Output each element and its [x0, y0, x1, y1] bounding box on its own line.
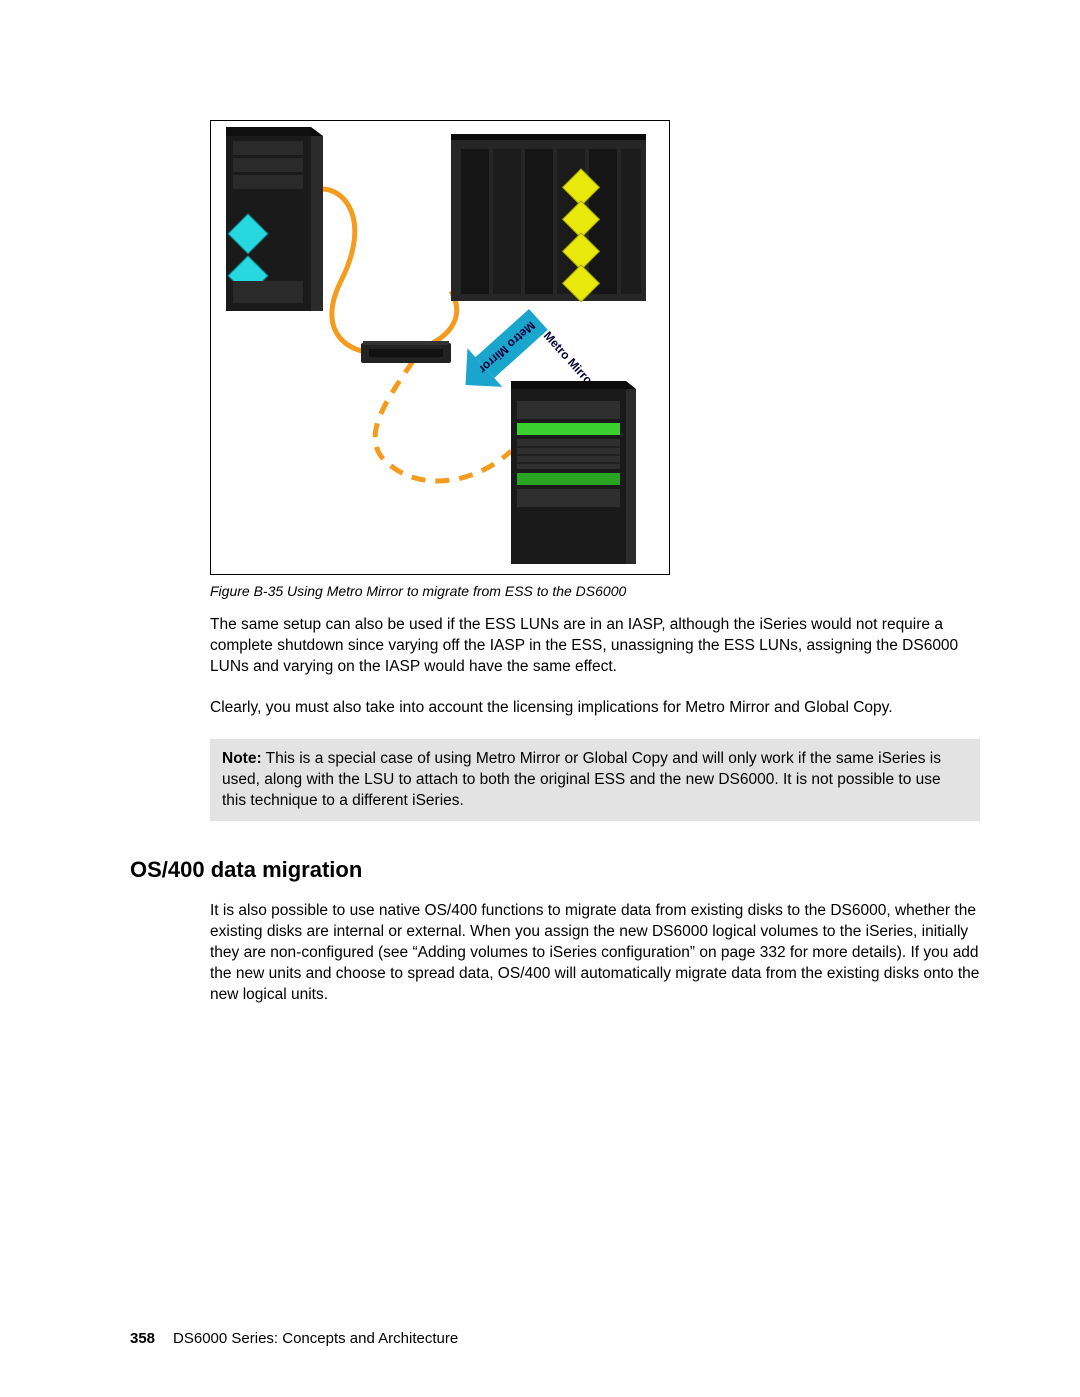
- figure-diagram: Metro Mirror Metro Mirror: [210, 120, 670, 575]
- fibre-switch: [361, 341, 451, 363]
- footer-page-number: 358: [130, 1330, 155, 1347]
- note-body: This is a special case of using Metro Mi…: [222, 750, 941, 809]
- svg-text:Metro Mirror: Metro Mirror: [476, 319, 538, 377]
- body-paragraph-3: It is also possible to use native OS/400…: [210, 901, 980, 1006]
- section-heading: OS/400 data migration: [130, 857, 980, 883]
- page-footer: 358 DS6000 Series: Concepts and Architect…: [130, 1330, 458, 1347]
- note-box: Note: This is a special case of using Me…: [210, 739, 980, 822]
- iseries-server: [226, 127, 323, 311]
- note-label: Note:: [222, 750, 262, 767]
- body-paragraph-2: Clearly, you must also take into account…: [210, 698, 980, 719]
- body-paragraph-1: The same setup can also be used if the E…: [210, 615, 980, 678]
- ds6000-rack: [511, 381, 636, 564]
- ess-cabinet: [451, 134, 646, 302]
- footer-book-title: DS6000 Series: Concepts and Architecture: [173, 1330, 458, 1347]
- figure-caption: Figure B-35 Using Metro Mirror to migrat…: [210, 583, 980, 599]
